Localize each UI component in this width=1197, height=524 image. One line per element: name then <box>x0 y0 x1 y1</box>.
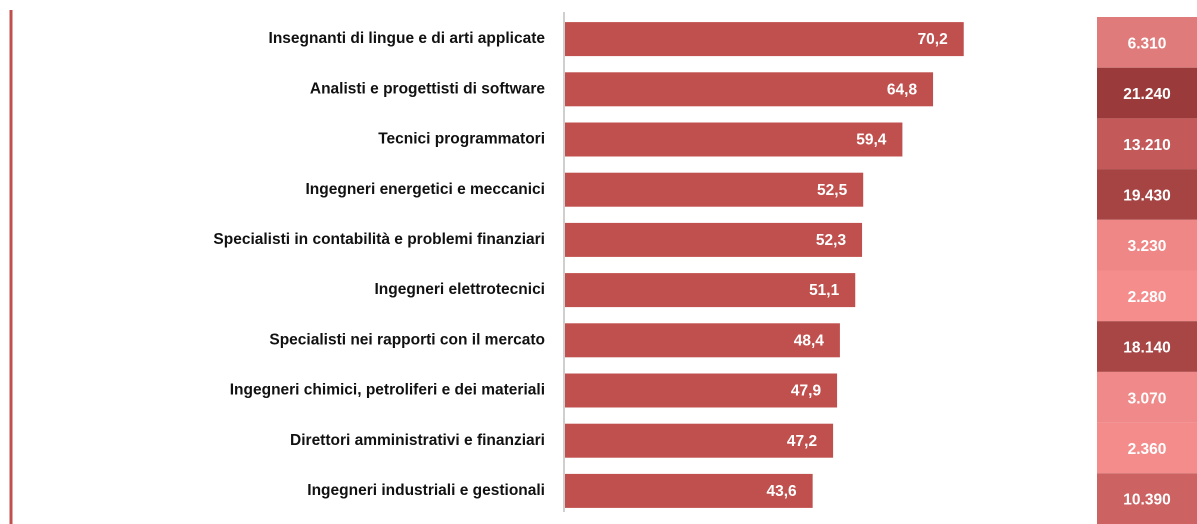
bar <box>565 172 864 207</box>
side-cell <box>1097 321 1197 372</box>
bar-value-label: 52,3 <box>816 232 847 249</box>
side-value-label: 18.140 <box>1123 340 1170 357</box>
bar <box>565 22 964 57</box>
bar <box>565 373 838 408</box>
side-cell <box>1097 169 1197 220</box>
side-value-label: 21.240 <box>1123 86 1170 103</box>
bar-value-label: 64,8 <box>887 81 918 98</box>
side-cell <box>1097 422 1197 474</box>
side-cell <box>1097 473 1197 524</box>
side-value-label: 19.430 <box>1123 188 1170 205</box>
side-value-label: 13.210 <box>1123 137 1170 154</box>
side-value-label: 10.390 <box>1123 492 1170 509</box>
category-label: Direttori amministrativi e finanziari <box>290 432 545 449</box>
bar <box>565 72 934 107</box>
category-label: Ingegneri elettrotecnici <box>374 281 545 298</box>
side-cell <box>1097 67 1197 119</box>
side-cell <box>1097 219 1197 271</box>
side-value-label: 3.230 <box>1128 238 1167 255</box>
bar-value-label: 48,4 <box>794 332 825 349</box>
side-value-label: 2.280 <box>1128 289 1167 306</box>
side-cell <box>1097 17 1197 68</box>
bar-value-label: 51,1 <box>809 282 840 299</box>
bar-value-label: 70,2 <box>918 31 948 48</box>
category-label: Ingegneri chimici, petroliferi e dei mat… <box>230 382 545 399</box>
bar-value-label: 59,4 <box>856 132 887 149</box>
category-label: Tecnici programmatori <box>378 131 545 148</box>
side-value-label: 6.310 <box>1128 35 1167 52</box>
category-label: Ingegneri industriali e gestionali <box>307 482 545 499</box>
side-cell <box>1097 118 1197 170</box>
bar-value-label: 47,2 <box>787 433 817 450</box>
side-value-label: 3.070 <box>1128 390 1167 407</box>
category-label: Analisti e progettisti di software <box>310 80 545 97</box>
side-value-label: 2.360 <box>1128 441 1167 458</box>
bar-value-label: 43,6 <box>766 483 797 500</box>
category-label: Insegnanti di lingue e di arti applicate <box>269 30 546 47</box>
category-label: Specialisti nei rapporti con il mercato <box>269 331 545 348</box>
bar <box>565 473 813 508</box>
bar-value-label: 52,5 <box>817 182 848 199</box>
side-cell <box>1097 371 1197 423</box>
category-label: Specialisti in contabilità e problemi fi… <box>213 231 545 248</box>
category-label: Ingegneri energetici e meccanici <box>306 181 546 198</box>
bar <box>565 423 834 458</box>
bar <box>565 273 856 308</box>
bar <box>565 222 863 257</box>
bar <box>565 323 840 358</box>
side-cell <box>1097 270 1197 322</box>
bar-value-label: 47,9 <box>791 383 822 400</box>
bar <box>565 122 903 157</box>
